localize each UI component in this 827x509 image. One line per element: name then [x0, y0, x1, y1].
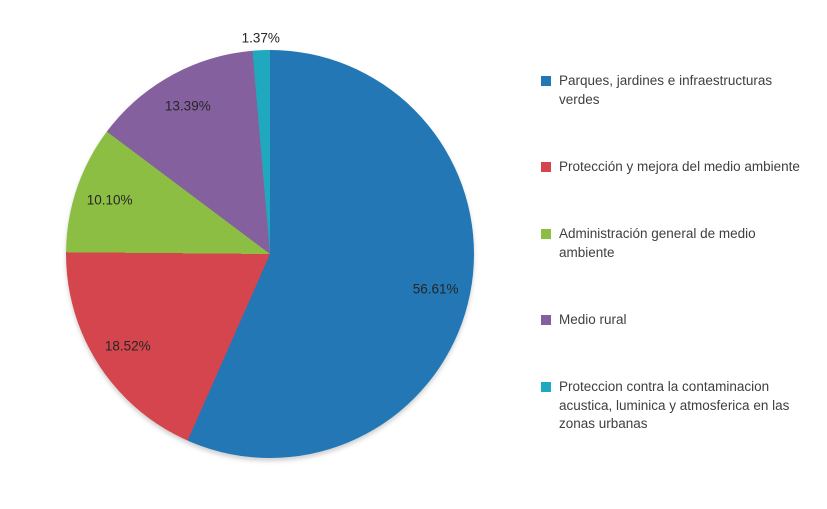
slice-percent-label: 56.61% — [412, 281, 459, 297]
legend-item: Parques, jardines e infraestructuras ver… — [541, 72, 813, 109]
slice-percent-label: 10.10% — [86, 192, 133, 208]
legend-label: Parques, jardines e infraestructuras ver… — [559, 73, 773, 107]
slice-percent-label: 1.37% — [241, 30, 280, 46]
legend-label: Protección y mejora del medio ambiente — [559, 158, 800, 174]
legend-item: Medio rural — [541, 311, 813, 330]
legend-item: Administración general de medio ambiente — [541, 225, 813, 262]
legend-label: Medio rural — [559, 311, 627, 327]
slice-percent-label: 18.52% — [104, 338, 151, 354]
legend-item: Protección y mejora del medio ambiente — [541, 158, 813, 177]
legend-item: Proteccion contra la contaminacion acust… — [541, 378, 813, 434]
legend-label: Proteccion contra la contaminacion acust… — [559, 379, 790, 432]
legend-swatch-icon — [541, 229, 551, 240]
slice-percent-label: 13.39% — [164, 98, 211, 114]
legend-swatch-icon — [541, 382, 551, 393]
legend: Parques, jardines e infraestructuras ver… — [541, 72, 813, 434]
legend-swatch-icon — [541, 76, 551, 86]
legend-swatch-icon — [541, 314, 551, 325]
legend-swatch-icon — [541, 161, 551, 172]
pie-chart — [66, 50, 474, 458]
legend-label: Administración general de medio ambiente — [559, 226, 756, 260]
